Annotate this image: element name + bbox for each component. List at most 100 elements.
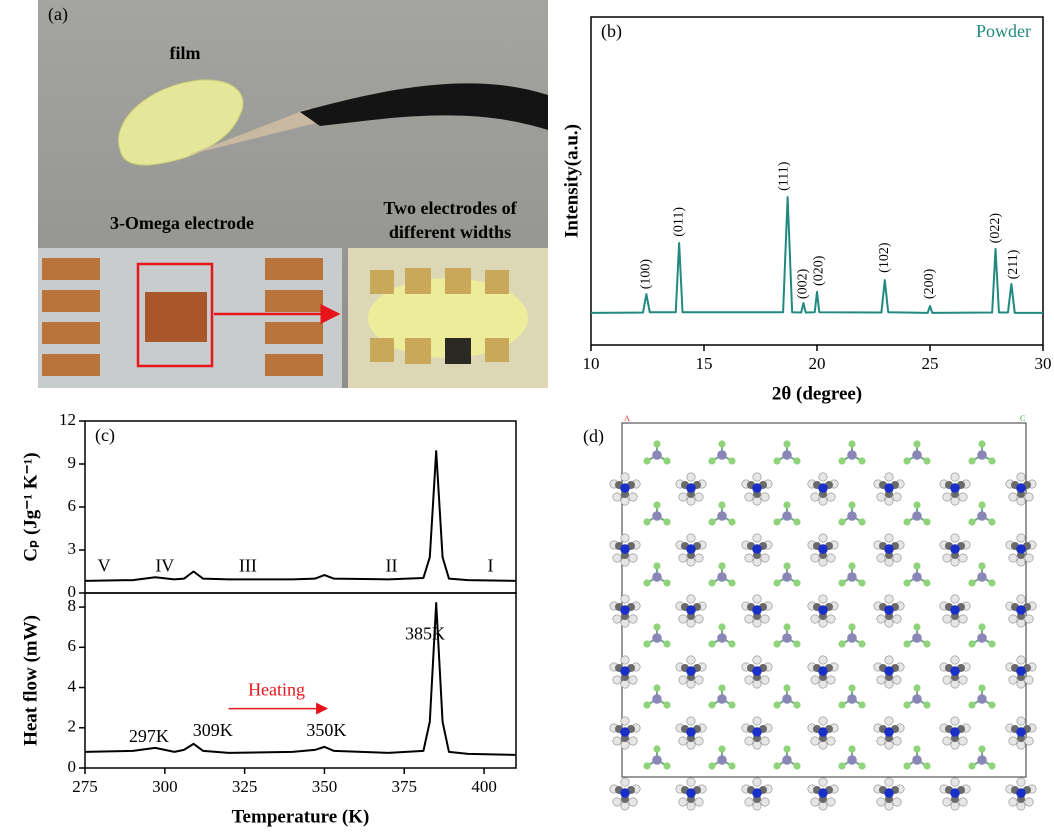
hydrogen xyxy=(885,595,893,603)
fluorine xyxy=(663,701,670,708)
fluorine xyxy=(783,684,790,691)
boron xyxy=(912,755,922,765)
hydrogen xyxy=(877,493,885,501)
nitrogen xyxy=(884,666,894,676)
hydrogen xyxy=(1017,717,1025,725)
hydrogen xyxy=(761,798,769,806)
peak-label: (111) xyxy=(776,161,791,191)
peak-label: (002) xyxy=(796,268,811,299)
boron xyxy=(977,755,987,765)
fluorine xyxy=(793,762,800,769)
boron xyxy=(977,633,987,643)
fluorine xyxy=(783,562,790,569)
y-axis-label: Intensity(a.u.) xyxy=(561,124,582,238)
hydrogen xyxy=(629,737,637,745)
fluorine xyxy=(773,579,780,586)
fluorine xyxy=(968,518,975,525)
boron xyxy=(717,511,727,521)
hydrogen xyxy=(811,737,819,745)
hydrogen xyxy=(1009,676,1017,684)
hydrogen xyxy=(893,676,901,684)
fluorine xyxy=(903,640,910,647)
hydrogen xyxy=(613,676,621,684)
hydrogen xyxy=(811,798,819,806)
hydrogen xyxy=(695,554,703,562)
hydrogen xyxy=(1017,778,1025,786)
fluorine xyxy=(838,640,845,647)
fluorine xyxy=(858,701,865,708)
hydrogen xyxy=(951,778,959,786)
hydrogen xyxy=(1009,554,1017,562)
y-axis-label: Cₚ (Jg⁻¹ K⁻¹) xyxy=(20,452,41,561)
fluorine xyxy=(643,579,650,586)
boron xyxy=(977,694,987,704)
x-tick-label: 10 xyxy=(583,354,600,373)
hydrogen xyxy=(819,473,827,481)
boron xyxy=(782,450,792,460)
fluorine xyxy=(923,457,930,464)
nitrogen xyxy=(884,788,894,798)
hydrogen xyxy=(1009,615,1017,623)
hydrogen xyxy=(621,619,629,627)
fluorine xyxy=(718,745,725,752)
hydrogen xyxy=(1017,534,1025,542)
fluorine xyxy=(653,745,660,752)
fluorine xyxy=(728,518,735,525)
hydrogen xyxy=(877,676,885,684)
fluorine xyxy=(913,501,920,508)
boron xyxy=(717,694,727,704)
hydrogen xyxy=(959,737,967,745)
fluorine xyxy=(653,684,660,691)
hydrogen xyxy=(885,619,893,627)
hydrogen xyxy=(819,619,827,627)
nitrogen xyxy=(752,483,762,493)
hydrogen xyxy=(621,680,629,688)
boron xyxy=(977,511,987,521)
fluorine xyxy=(978,745,985,752)
nitrogen xyxy=(884,727,894,737)
hydrogen xyxy=(761,493,769,501)
boron xyxy=(652,755,662,765)
hydrogen xyxy=(613,493,621,501)
hydrogen xyxy=(877,798,885,806)
fluorine xyxy=(838,701,845,708)
x-tick-label: 375 xyxy=(392,777,418,796)
nitrogen xyxy=(818,605,828,615)
hydrogen xyxy=(613,798,621,806)
fluorine xyxy=(903,762,910,769)
hydrogen xyxy=(811,676,819,684)
hydrogen xyxy=(1025,615,1033,623)
hydrogen xyxy=(687,497,695,505)
fluorine xyxy=(653,623,660,630)
boron xyxy=(652,450,662,460)
hydrogen xyxy=(943,676,951,684)
fluorine xyxy=(858,518,865,525)
peak-label: (211) xyxy=(1006,249,1021,279)
fluorine xyxy=(643,762,650,769)
data-line xyxy=(591,197,1043,313)
hydrogen xyxy=(877,554,885,562)
hydrogen xyxy=(811,615,819,623)
fluorine xyxy=(663,518,670,525)
hydrogen xyxy=(943,798,951,806)
fluorine xyxy=(793,457,800,464)
fluorine xyxy=(793,518,800,525)
boron xyxy=(847,633,857,643)
nitrogen xyxy=(620,544,630,554)
hydrogen xyxy=(687,656,695,664)
boron xyxy=(912,633,922,643)
fluorine xyxy=(913,623,920,630)
hydrogen xyxy=(819,802,827,810)
hydrogen xyxy=(753,741,761,749)
hydrogen xyxy=(819,534,827,542)
hydrogen xyxy=(761,676,769,684)
fluorine xyxy=(988,579,995,586)
hydrogen xyxy=(959,676,967,684)
hydrogen xyxy=(1009,737,1017,745)
hydrogen xyxy=(679,615,687,623)
nitrogen xyxy=(686,544,696,554)
boron xyxy=(782,572,792,582)
fluorine xyxy=(978,562,985,569)
hydrogen xyxy=(695,615,703,623)
fluorine xyxy=(838,762,845,769)
